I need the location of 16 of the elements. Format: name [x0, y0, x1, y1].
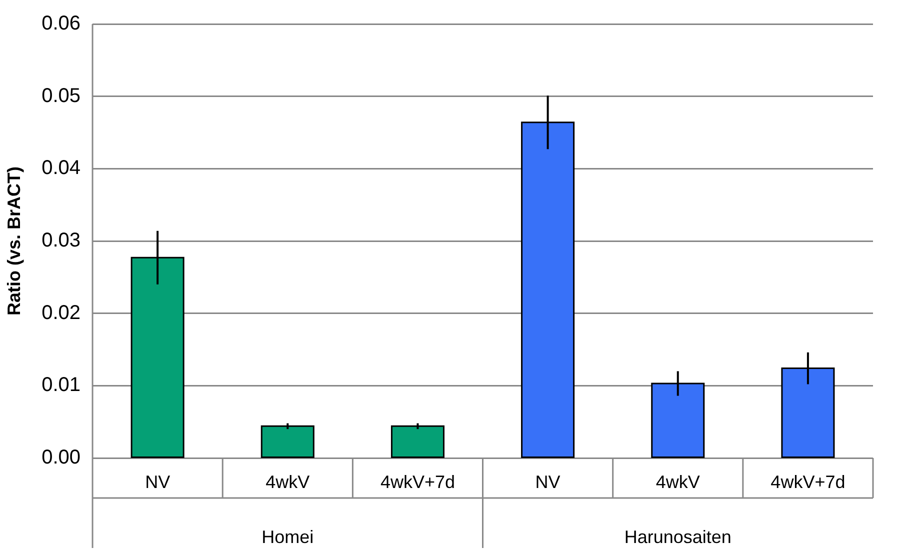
x-tick-label: 4wkV [656, 472, 700, 492]
y-tick-label: 0.01 [42, 374, 81, 396]
x-tick-label: NV [535, 472, 560, 492]
x-tick-label: 4wkV+7d [380, 472, 456, 492]
y-tick-label: 0.03 [42, 230, 81, 252]
text: Homei [262, 526, 314, 547]
y-tick-label: 0.00 [42, 446, 81, 469]
y-axis-title: Ratio (vs. BrACT) [4, 166, 24, 316]
x-tick-label: 4wkV [266, 472, 310, 492]
y-tick-label: 0.05 [42, 84, 81, 107]
y-tick-label: 0.02 [42, 302, 81, 324]
y-tick-label: 0.06 [42, 12, 81, 35]
text: Harunosaiten [624, 526, 732, 547]
x-tick-label: NV [145, 472, 170, 492]
y-tick-label: 0.04 [42, 157, 81, 180]
x-tick-label: 4wkV+7d [770, 472, 846, 492]
